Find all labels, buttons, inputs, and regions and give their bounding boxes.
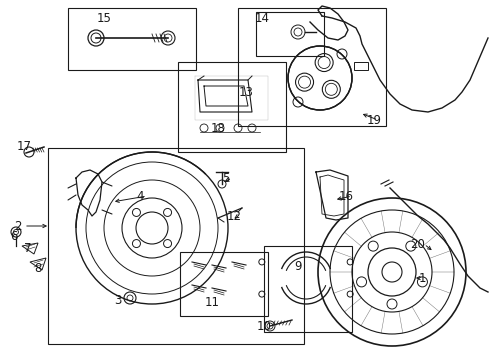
Text: 4: 4 bbox=[136, 189, 144, 202]
Polygon shape bbox=[354, 62, 368, 70]
Text: 8: 8 bbox=[34, 261, 42, 275]
Text: 5: 5 bbox=[222, 171, 230, 185]
Text: 12: 12 bbox=[226, 210, 242, 222]
Text: 1: 1 bbox=[418, 271, 426, 284]
Text: 17: 17 bbox=[17, 140, 31, 153]
Text: 13: 13 bbox=[239, 86, 253, 99]
Text: 18: 18 bbox=[211, 122, 225, 135]
Text: 16: 16 bbox=[339, 189, 353, 202]
Text: 14: 14 bbox=[254, 12, 270, 24]
Polygon shape bbox=[22, 243, 38, 254]
Bar bbox=[264, 246, 352, 332]
Bar bbox=[178, 62, 286, 152]
Text: 7: 7 bbox=[24, 242, 32, 255]
Text: 2: 2 bbox=[14, 220, 22, 233]
Text: 11: 11 bbox=[204, 296, 220, 309]
Bar bbox=[256, 12, 324, 56]
Text: 3: 3 bbox=[114, 293, 122, 306]
Bar bbox=[180, 252, 268, 316]
Text: 19: 19 bbox=[367, 113, 382, 126]
Text: 15: 15 bbox=[97, 12, 111, 24]
Text: 10: 10 bbox=[257, 320, 271, 333]
Bar bbox=[238, 8, 386, 126]
Text: 6: 6 bbox=[10, 230, 18, 243]
Bar bbox=[48, 148, 304, 344]
Text: 9: 9 bbox=[294, 260, 302, 273]
Bar bbox=[68, 8, 196, 70]
Polygon shape bbox=[30, 258, 46, 270]
Text: 20: 20 bbox=[411, 238, 425, 251]
